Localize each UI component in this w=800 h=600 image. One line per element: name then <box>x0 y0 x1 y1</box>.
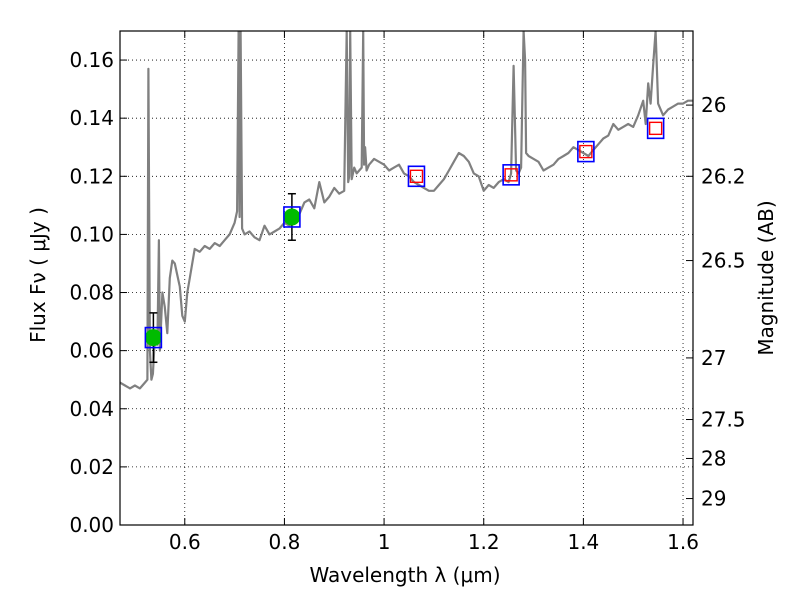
upper-limit-square <box>648 121 663 136</box>
y-tick-label: 0.08 <box>69 281 114 305</box>
y-right-tick-label: 27.5 <box>701 408 746 432</box>
y-right-tick-label: 26.5 <box>701 249 746 273</box>
y-axis-right-title: Magnitude (AB) <box>754 200 778 355</box>
x-tick-label: 1.2 <box>468 530 500 554</box>
y-tick-label: 0.14 <box>69 106 114 130</box>
x-tick-label: 1.4 <box>567 530 599 554</box>
x-axis-title: Wavelength λ (μm) <box>309 563 500 587</box>
model-photometry-square <box>646 117 665 140</box>
plot-frame <box>119 30 694 526</box>
x-tick-label: 1 <box>378 530 391 554</box>
y-tick-label: 0.04 <box>69 397 114 421</box>
y-tick-label: 0.00 <box>69 513 114 537</box>
y-tick-label: 0.16 <box>69 48 114 72</box>
x-tick-label: 0.6 <box>169 530 201 554</box>
photometry-markers <box>144 117 665 364</box>
axis-ticks <box>120 31 693 526</box>
tick-labels: 0.6 0.8 1 1.2 1.4 1.6 0.00 0.02 0.04 0.06 0.08 0.10… <box>69 48 745 554</box>
observed-point <box>144 329 162 347</box>
y-right-tick-label: 29 <box>701 487 726 511</box>
model-photometry-square <box>577 140 595 163</box>
model-spectrum-line <box>120 31 693 390</box>
y-tick-label: 0.02 <box>69 455 114 479</box>
model-photometry-square <box>144 326 163 349</box>
y-tick-label: 0.10 <box>69 222 114 246</box>
y-right-tick-label: 26.2 <box>701 164 746 188</box>
plot-data <box>120 31 693 390</box>
y-right-tick-label: 27 <box>701 346 726 370</box>
observed-point <box>283 208 301 226</box>
y-right-tick-label: 26 <box>701 93 726 117</box>
model-photometry-square <box>502 164 520 186</box>
y-right-tick-label: 28 <box>701 446 726 470</box>
y-tick-label: 0.06 <box>69 339 114 363</box>
grid-lines <box>120 31 693 525</box>
model-photometry-square <box>407 165 426 188</box>
y-axis-title: Flux Fν ( μJy ) <box>26 207 50 343</box>
upper-limit-square <box>579 144 593 159</box>
upper-limit-square <box>409 169 424 183</box>
x-tick-label: 1.6 <box>667 530 699 554</box>
y-tick-label: 0.12 <box>69 164 114 188</box>
model-photometry-square <box>283 206 301 228</box>
upper-limit-square <box>504 168 518 182</box>
x-tick-label: 0.8 <box>269 530 301 554</box>
